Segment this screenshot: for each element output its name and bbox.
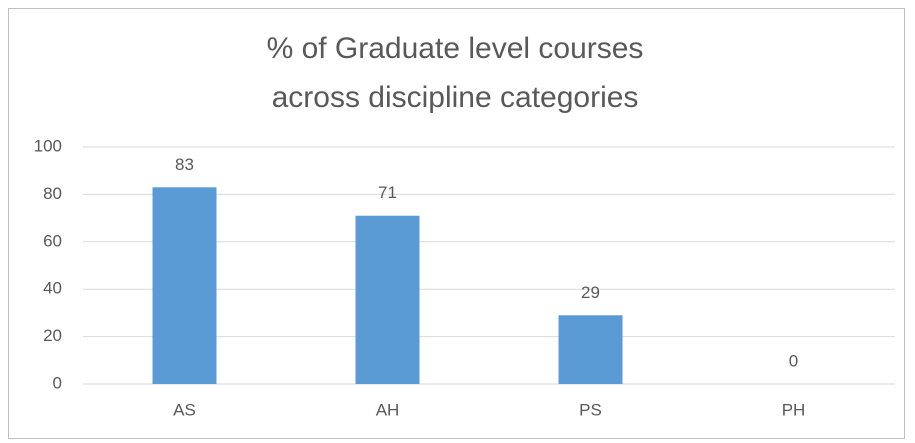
data-label: 83 [175, 155, 194, 174]
chart-frame [8, 8, 905, 439]
x-tick-label: AS [173, 400, 196, 419]
y-tick-label: 20 [43, 326, 62, 345]
x-tick-label: PH [782, 400, 806, 419]
y-tick-label: 60 [43, 231, 62, 250]
bar [558, 315, 623, 384]
y-tick-label: 0 [53, 373, 62, 392]
y-tick-label: 40 [43, 279, 62, 298]
data-label: 0 [789, 351, 798, 370]
data-label: 29 [581, 283, 600, 302]
x-tick-label: AH [376, 400, 400, 419]
data-label: 71 [378, 183, 397, 202]
y-tick-label: 100 [34, 136, 62, 155]
bar [152, 187, 217, 384]
chart-title: % of Graduate level courses across disci… [266, 32, 644, 114]
bar [355, 215, 420, 384]
y-tick-label: 80 [43, 184, 62, 203]
x-tick-label: PS [579, 400, 602, 419]
